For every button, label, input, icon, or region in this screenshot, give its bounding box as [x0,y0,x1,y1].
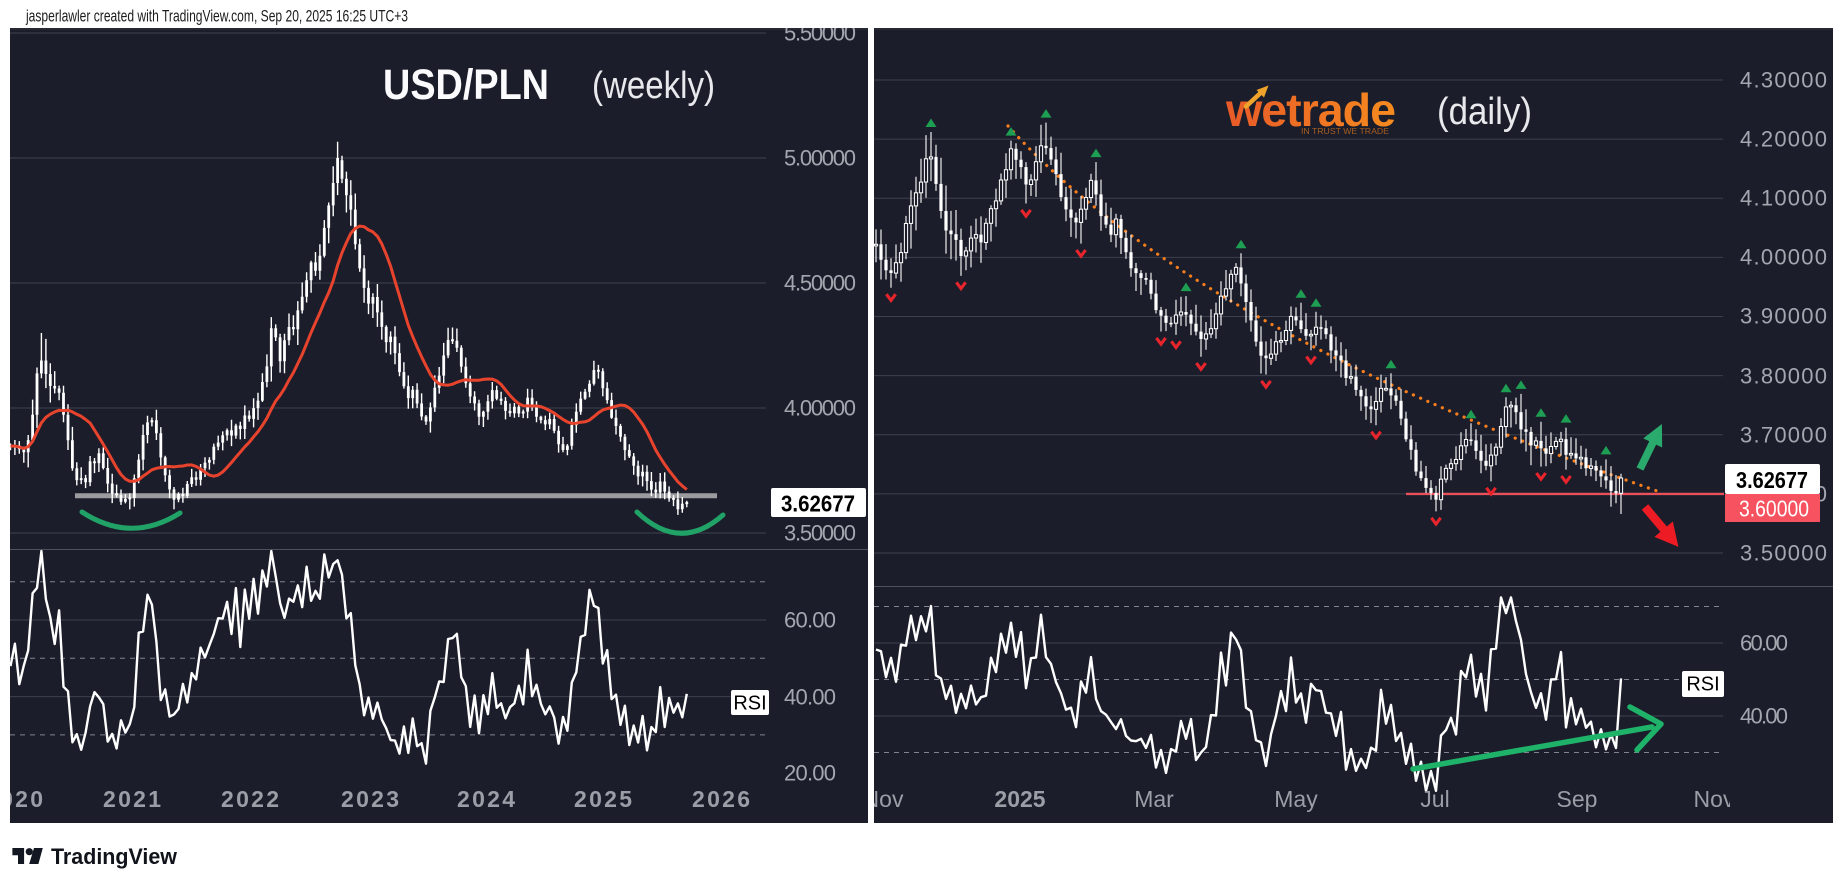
svg-text:40.00: 40.00 [784,685,836,710]
svg-text:4.30000: 4.30000 [1740,68,1827,93]
svg-text:3.80000: 3.80000 [1740,364,1827,389]
svg-text:4.20000: 4.20000 [1740,127,1827,152]
svg-text:60.00: 60.00 [1740,631,1788,656]
svg-text:4.50000: 4.50000 [784,271,856,296]
svg-text:RSI: RSI [1686,674,1719,696]
svg-text:IN TRUST WE TRADE: IN TRUST WE TRADE [1301,126,1389,136]
svg-text:3.50000: 3.50000 [784,521,856,546]
svg-text:20.00: 20.00 [784,761,836,786]
svg-text:RSI: RSI [733,693,766,715]
svg-text:60.00: 60.00 [784,608,836,633]
svg-text:Mar: Mar [1134,786,1174,812]
svg-text:3.60000: 3.60000 [1739,496,1809,522]
svg-text:May: May [1274,786,1318,812]
svg-text:3.70000: 3.70000 [1740,423,1827,448]
svg-text:Jul: Jul [1420,786,1449,812]
svg-text:Sep: Sep [1557,786,1598,812]
svg-text:(daily): (daily) [1437,91,1532,133]
svg-text:3.90000: 3.90000 [1740,304,1827,329]
svg-text:Nov: Nov [863,786,904,812]
svg-text:jasperlawler created with Trad: jasperlawler created with TradingView.co… [25,7,408,26]
svg-text:4.10000: 4.10000 [1740,186,1827,211]
svg-text:USD/PLN: USD/PLN [383,61,549,109]
svg-text:(weekly): (weekly) [592,65,715,107]
svg-text:40.00: 40.00 [1740,704,1788,729]
svg-text:5.50000: 5.50000 [784,21,856,46]
svg-text:5.00000: 5.00000 [784,146,856,171]
svg-text:TradingView: TradingView [51,844,178,869]
svg-text:wetrade: wetrade [1225,84,1395,136]
svg-text:2025: 2025 [994,786,1045,812]
svg-text:4.00000: 4.00000 [1740,245,1827,270]
svg-text:4.00000: 4.00000 [784,396,856,421]
svg-text:3.50000: 3.50000 [1740,541,1827,566]
svg-text:3.62677: 3.62677 [781,491,855,517]
svg-text:3.62677: 3.62677 [1736,467,1808,493]
svg-text:Nov: Nov [1694,786,1735,812]
